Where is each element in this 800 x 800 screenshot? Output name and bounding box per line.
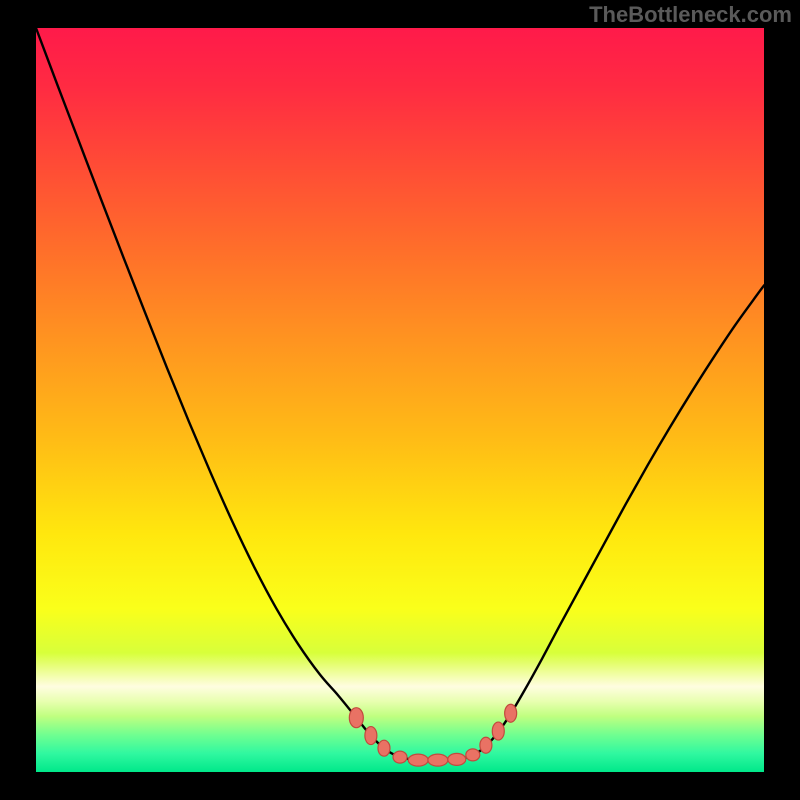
curve-marker xyxy=(365,727,377,745)
curve-marker xyxy=(393,751,407,763)
curve-marker xyxy=(408,754,428,766)
curve-marker xyxy=(349,708,363,728)
curve-marker xyxy=(428,754,448,766)
bottleneck-curve-chart xyxy=(0,0,800,800)
curve-marker xyxy=(505,704,517,722)
curve-marker xyxy=(378,740,390,756)
curve-marker xyxy=(466,749,480,761)
chart-container: TheBottleneck.com xyxy=(0,0,800,800)
curve-marker xyxy=(448,753,466,765)
watermark-text: TheBottleneck.com xyxy=(589,2,792,28)
curve-marker xyxy=(480,737,492,753)
curve-marker xyxy=(492,722,504,740)
gradient-background xyxy=(36,28,764,772)
